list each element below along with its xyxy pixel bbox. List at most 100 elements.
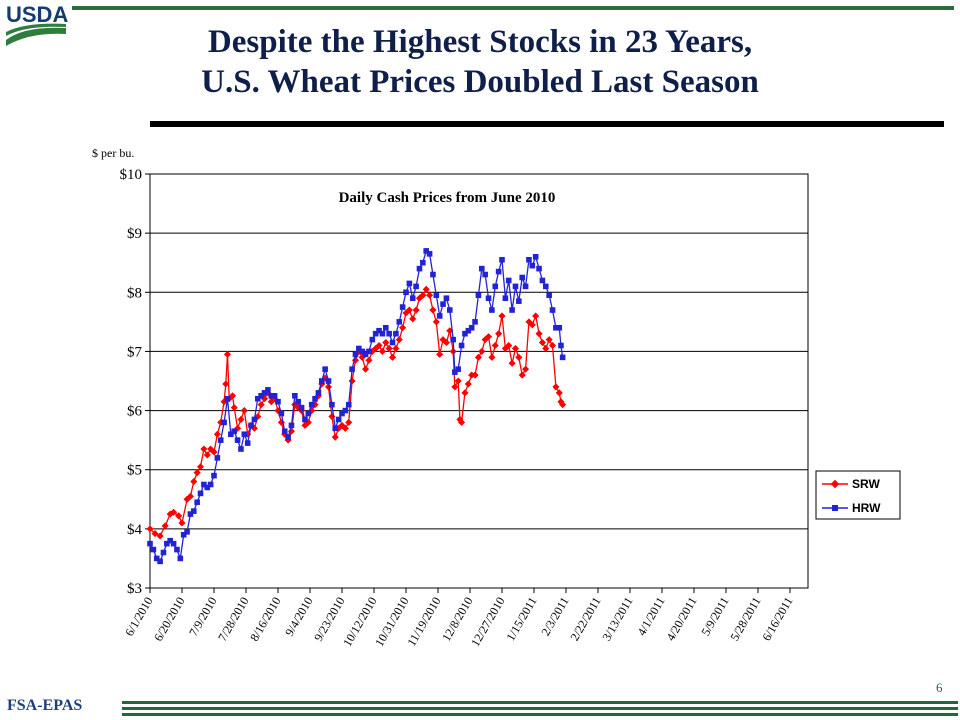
footer-label: FSA-EPAS — [7, 697, 83, 714]
point-hrw-46 — [302, 416, 308, 423]
point-srw-20 — [222, 380, 230, 388]
point-hrw-124 — [559, 354, 566, 361]
point-hrw-21 — [217, 437, 224, 443]
x-tick-label-12: 1/15/2011 — [503, 595, 539, 644]
point-hrw-18 — [207, 481, 214, 488]
point-hrw-88 — [443, 295, 450, 301]
point-srw-104 — [495, 330, 503, 338]
point-hrw-67 — [372, 330, 379, 337]
point-srw-97 — [471, 371, 479, 379]
point-srw-2 — [156, 532, 164, 540]
point-hrw-66 — [369, 336, 376, 343]
point-srw-77 — [409, 315, 417, 323]
legend-srw-marker — [830, 479, 840, 489]
point-hrw-122 — [556, 324, 563, 331]
point-hrw-90 — [450, 336, 456, 343]
footer-rule-bottom — [122, 713, 958, 716]
point-hrw-40 — [281, 428, 288, 435]
point-srw-7 — [178, 519, 186, 527]
y-tick-label-5: $8 — [127, 285, 142, 301]
legend-box — [815, 470, 901, 520]
point-hrw-17 — [204, 484, 211, 491]
point-hrw-55 — [332, 425, 339, 432]
point-hrw-105 — [499, 256, 505, 263]
point-hrw-48 — [308, 401, 315, 408]
footer-rule-middle — [122, 707, 958, 710]
point-hrw-23 — [224, 395, 231, 402]
point-srw-11 — [193, 469, 201, 477]
point-hrw-47 — [305, 410, 312, 417]
legend-srw-label: SRW — [852, 477, 880, 491]
point-srw-71 — [388, 353, 397, 361]
point-srw-83 — [429, 306, 437, 314]
point-hrw-30 — [248, 422, 254, 429]
point-hrw-95 — [465, 327, 472, 334]
point-srw-91 — [454, 377, 462, 385]
point-hrw-100 — [482, 271, 488, 278]
point-srw-72 — [392, 344, 400, 353]
point-srw-115 — [532, 312, 540, 320]
x-tick-label-10: 12/8/2010 — [439, 595, 475, 644]
point-hrw-117 — [539, 277, 546, 284]
point-srw-24 — [230, 404, 238, 412]
point-hrw-41 — [285, 434, 291, 440]
point-hrw-39 — [278, 410, 285, 417]
point-hrw-101 — [485, 295, 492, 301]
point-hrw-73 — [393, 330, 399, 337]
point-hrw-78 — [409, 295, 416, 301]
point-hrw-13 — [190, 508, 197, 514]
point-hrw-61 — [352, 351, 359, 358]
point-hrw-86 — [436, 313, 443, 319]
point-srw-16 — [210, 448, 218, 456]
x-tick-labels: 6/1/20106/20/20107/9/20107/28/20108/16/2… — [122, 595, 795, 649]
point-hrw-109 — [512, 283, 519, 290]
point-srw-59 — [348, 377, 356, 385]
point-srw-81 — [422, 285, 430, 293]
point-hrw-38 — [275, 398, 281, 405]
point-srw-122 — [555, 389, 563, 397]
point-hrw-28 — [241, 431, 248, 438]
point-hrw-2 — [153, 555, 160, 562]
point-srw-110 — [515, 353, 523, 361]
x-tick-label-5: 9/4/2010 — [282, 595, 315, 639]
point-hrw-103 — [492, 283, 499, 290]
point-srw-6 — [175, 512, 183, 520]
x-tick-label-4: 8/16/2010 — [247, 595, 283, 644]
point-srw-94 — [461, 389, 469, 397]
point-hrw-57 — [339, 410, 345, 417]
point-srw-17 — [213, 430, 221, 438]
point-hrw-113 — [526, 256, 532, 263]
point-hrw-9 — [177, 555, 184, 562]
usda-logo-text: USDA — [6, 2, 68, 27]
plot-area-border — [149, 173, 809, 589]
point-hrw-4 — [160, 549, 167, 556]
point-srw-14 — [203, 451, 211, 459]
point-srw-32 — [257, 401, 265, 409]
point-srw-80 — [419, 291, 427, 299]
point-hrw-75 — [399, 304, 406, 310]
point-hrw-91 — [452, 369, 458, 375]
point-hrw-108 — [509, 307, 515, 313]
point-hrw-106 — [502, 295, 509, 301]
point-hrw-94 — [462, 330, 468, 337]
y-tick-labels: $3 $4 $5 $6 $7 $8 $9 $10 — [120, 167, 143, 597]
point-srw-68 — [378, 347, 386, 355]
point-hrw-10 — [180, 531, 187, 538]
point-hrw-63 — [359, 348, 366, 355]
point-hrw-49 — [312, 395, 318, 402]
point-hrw-33 — [258, 392, 264, 399]
y-tick-label-1: $4 — [127, 522, 143, 538]
point-hrw-119 — [546, 292, 552, 299]
point-hrw-56 — [335, 416, 342, 423]
point-srw-63 — [362, 365, 370, 373]
point-hrw-62 — [356, 345, 362, 352]
x-tick-label-13: 2/3/2011 — [538, 595, 571, 639]
chart-title: Daily Cash Prices from June 2010 — [339, 190, 556, 206]
point-srw-76 — [405, 306, 413, 314]
point-srw-120 — [548, 341, 557, 350]
point-hrw-7 — [170, 540, 177, 547]
series-srw — [146, 285, 567, 540]
footer-rule-top — [122, 701, 958, 704]
point-hrw-37 — [271, 392, 278, 399]
point-srw-118 — [542, 344, 550, 353]
